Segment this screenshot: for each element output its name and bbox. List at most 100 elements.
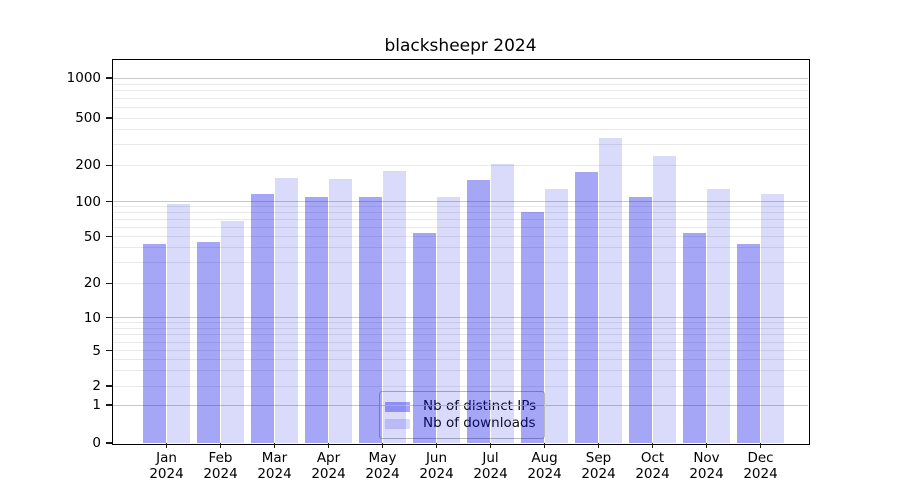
x-tick: [759, 443, 762, 448]
minor-gridline: [113, 212, 808, 214]
bar-distinct-ips-may: [359, 196, 383, 443]
x-tick: [435, 443, 438, 448]
minor-gridline: [113, 327, 808, 329]
bar-distinct-ips-feb: [197, 241, 221, 443]
y-tick: [105, 235, 112, 238]
x-tick-label: Aug 2024: [527, 450, 562, 482]
x-tick-label: Jun 2024: [419, 450, 454, 482]
y-tick: [105, 77, 112, 79]
y-tick: [105, 282, 112, 284]
y-tick: [105, 117, 112, 119]
minor-gridline: [113, 143, 808, 145]
bar-downloads-feb: [220, 220, 244, 443]
minor-gridline: [113, 236, 808, 237]
x-tick-label: Sep 2024: [581, 450, 616, 482]
minor-gridline: [113, 106, 808, 108]
bar-downloads-jan: [166, 203, 190, 443]
bar-distinct-ips-apr: [305, 196, 329, 443]
minor-gridline: [113, 129, 808, 131]
y-tick: [105, 385, 112, 387]
y-tick-label: 10: [83, 309, 101, 326]
minor-gridline: [113, 83, 808, 85]
minor-gridline: [113, 282, 808, 284]
minor-gridline: [113, 247, 808, 249]
minor-gridline: [113, 334, 808, 336]
bar-distinct-ips-jan: [143, 244, 167, 443]
x-tick-label: May 2024: [365, 450, 400, 482]
x-tick: [489, 443, 492, 448]
major-gridline: [113, 404, 808, 406]
bar-downloads-may: [382, 170, 406, 443]
bar-downloads-aug: [544, 189, 568, 443]
legend-swatch-distinct-ips: [385, 401, 410, 412]
minor-gridline: [113, 219, 808, 220]
legend-entry-distinct-ips: Nb of distinct IPs: [385, 398, 538, 415]
x-tick: [705, 443, 708, 448]
x-tick: [273, 443, 276, 448]
bar-distinct-ips-dec: [737, 244, 761, 443]
y-tick: [105, 317, 112, 319]
y-tick-label: 200: [75, 157, 101, 174]
minor-gridline: [113, 206, 808, 208]
bar-distinct-ips-aug: [521, 211, 545, 443]
y-tick: [105, 200, 112, 203]
minor-gridline: [113, 226, 808, 228]
minor-gridline: [113, 385, 808, 387]
x-tick: [543, 443, 546, 448]
minor-gridline: [113, 164, 808, 166]
bar-distinct-ips-nov: [683, 232, 707, 443]
bar-downloads-dec: [760, 194, 784, 443]
x-tick-label: Mar 2024: [257, 450, 292, 482]
bar-downloads-nov: [706, 189, 730, 443]
x-tick-label: Oct 2024: [635, 450, 670, 482]
minor-gridline: [113, 358, 808, 360]
y-tick-label: 20: [83, 275, 101, 292]
minor-gridline: [113, 90, 808, 92]
major-gridline: [113, 77, 808, 79]
bar-distinct-ips-jul: [467, 180, 491, 443]
y-tick-label: 5: [92, 342, 101, 359]
y-tick-label: 50: [83, 228, 101, 245]
x-tick: [219, 443, 222, 448]
y-tick-label: 2: [92, 378, 101, 394]
x-tick-label: Jan 2024: [149, 450, 184, 482]
y-tick: [105, 442, 112, 444]
minor-gridline: [113, 341, 808, 343]
x-tick: [165, 443, 168, 448]
x-tick-label: Jul 2024: [473, 450, 508, 482]
bar-downloads-jun: [436, 196, 460, 443]
y-tick-label: 1000: [66, 70, 101, 86]
legend-entry-downloads: Nb of downloads: [385, 415, 538, 432]
legend-label-distinct-ips: Nb of distinct IPs: [423, 398, 537, 414]
y-tick-label: 1: [92, 397, 101, 413]
minor-gridline: [113, 350, 808, 352]
y-tick-label: 0: [92, 435, 101, 451]
x-tick-label: Nov 2024: [689, 450, 724, 482]
x-tick: [327, 443, 330, 448]
major-gridline: [113, 201, 808, 202]
major-gridline: [113, 317, 808, 319]
x-tick: [597, 443, 600, 448]
chart-title: blacksheepr 2024: [384, 36, 537, 56]
x-tick-label: Dec 2024: [743, 450, 778, 482]
minor-gridline: [113, 98, 808, 100]
legend-swatch-downloads: [385, 418, 410, 429]
bar-downloads-sep: [598, 137, 622, 443]
x-tick: [381, 443, 384, 448]
y-tick-label: 100: [75, 193, 101, 210]
bar-downloads-mar: [274, 178, 298, 443]
bar-downloads-jul: [490, 164, 514, 443]
minor-gridline: [113, 322, 808, 324]
x-tick-label: Apr 2024: [311, 450, 346, 482]
legend-label-downloads: Nb of downloads: [423, 415, 536, 431]
bar-downloads-apr: [328, 178, 352, 443]
y-tick: [105, 164, 112, 166]
y-tick-label: 500: [75, 110, 101, 126]
minor-gridline: [113, 262, 808, 264]
minor-gridline: [113, 117, 808, 119]
bar-distinct-ips-jun: [413, 232, 437, 443]
x-tick-label: Feb 2024: [203, 450, 238, 482]
bar-downloads-oct: [652, 155, 676, 443]
bar-distinct-ips-mar: [251, 193, 275, 443]
